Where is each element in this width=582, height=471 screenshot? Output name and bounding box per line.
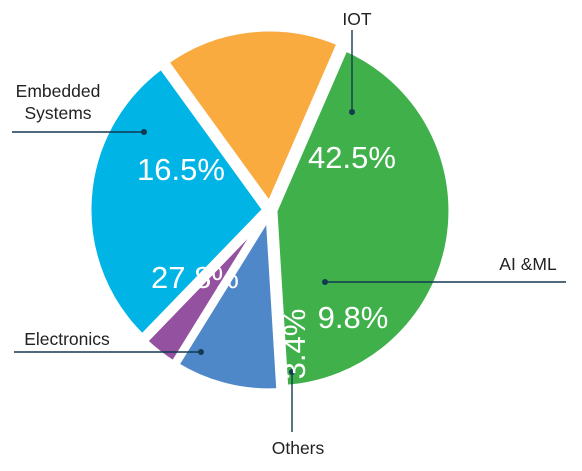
value-label-others: 3.4% xyxy=(277,309,312,380)
value-label-embedded-systems: 16.5% xyxy=(137,152,225,187)
leader-dot-iot xyxy=(349,109,355,115)
pie-slice-electronics xyxy=(84,60,271,343)
value-labels: 42.5% 9.8% 3.4% 27.8% 16.5% xyxy=(137,140,396,379)
category-label-others: Others xyxy=(272,438,325,458)
category-label-embedded-line-1: Embedded xyxy=(16,81,101,101)
category-label-embedded-line-2: Systems xyxy=(24,103,91,123)
value-label-iot: 42.5% xyxy=(308,140,396,175)
leader-dot-embedded-systems xyxy=(141,129,147,135)
pie-slices xyxy=(84,24,456,396)
category-label-iot: IOT xyxy=(342,9,371,29)
category-label-electronics: Electronics xyxy=(24,329,110,349)
pie-slice-ai-ml xyxy=(170,202,284,396)
value-label-ai-ml: 9.8% xyxy=(318,300,389,335)
pie-slice-iot xyxy=(270,42,456,393)
pie-slice-others xyxy=(138,210,271,370)
pie-slice-embedded-systems xyxy=(160,24,346,214)
leader-dot-electronics xyxy=(198,349,204,355)
leader-dot-others xyxy=(289,369,295,375)
value-label-electronics: 27.8% xyxy=(151,260,239,295)
category-labels: IOT AI &ML Others Electronics Embedded S… xyxy=(16,9,557,458)
leader-dot-ai-ml xyxy=(322,279,328,285)
category-label-ai-ml: AI &ML xyxy=(499,254,557,274)
leader-lines xyxy=(12,30,566,432)
